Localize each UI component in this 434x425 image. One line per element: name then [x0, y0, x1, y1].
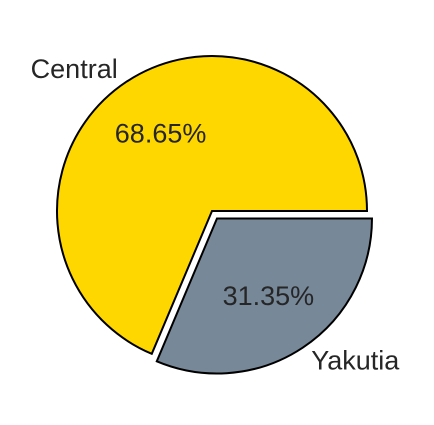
pie-pct-label-central: 68.65%	[115, 119, 207, 149]
pie-labels: 68.65% Central 31.35% Yakutia	[31, 54, 401, 376]
pie-category-label-yakutia: Yakutia	[311, 346, 400, 376]
pie-pct-label-yakutia: 31.35%	[223, 281, 315, 311]
pie-slices	[56, 55, 373, 375]
pie-category-label-central: Central	[31, 54, 118, 84]
pie-slice-yakutia	[155, 217, 373, 375]
pie-slice-central	[56, 55, 369, 356]
